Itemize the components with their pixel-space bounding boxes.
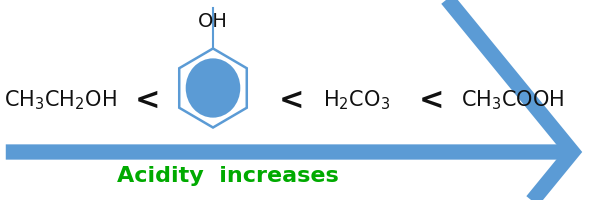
Text: OH: OH (198, 12, 228, 31)
Text: CH$_3$COOH: CH$_3$COOH (461, 88, 565, 112)
Text: <: < (278, 86, 304, 114)
Ellipse shape (186, 58, 240, 118)
Text: H$_2$CO$_3$: H$_2$CO$_3$ (323, 88, 391, 112)
Text: CH$_3$CH$_2$OH: CH$_3$CH$_2$OH (4, 88, 116, 112)
Text: <: < (134, 86, 160, 114)
Polygon shape (179, 48, 247, 128)
Text: <: < (419, 86, 445, 114)
Text: Acidity  increases: Acidity increases (117, 166, 339, 186)
